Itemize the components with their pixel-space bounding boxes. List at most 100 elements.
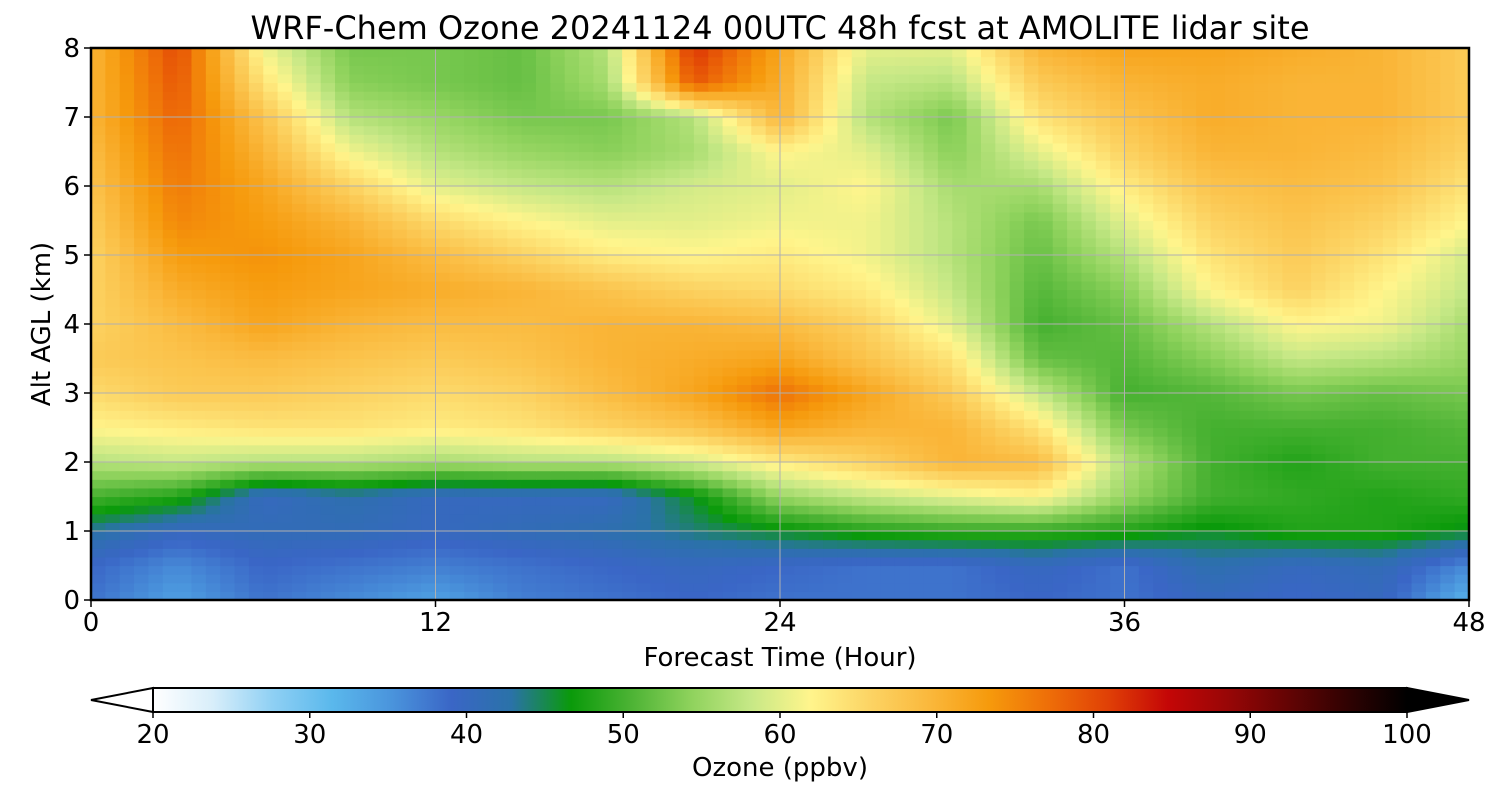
- heatmap-cell: [794, 229, 810, 239]
- heatmap-cell: [937, 513, 953, 523]
- heatmap-cell: [378, 522, 394, 532]
- heatmap-cell: [1181, 186, 1197, 196]
- heatmap-cell: [1282, 556, 1298, 567]
- heatmap-cell: [966, 479, 982, 489]
- heatmap-cell: [1095, 479, 1111, 489]
- heatmap-cell: [464, 574, 480, 584]
- heatmap-cell: [1268, 358, 1283, 368]
- heatmap-cell: [909, 574, 925, 584]
- heatmap-cell: [579, 358, 594, 368]
- heatmap-cell: [1138, 220, 1154, 230]
- heatmap-cell: [1067, 367, 1083, 377]
- heatmap-cell: [464, 289, 480, 299]
- heatmap-cell: [378, 418, 394, 429]
- heatmap-cell: [263, 418, 279, 429]
- heatmap-cell: [449, 582, 465, 592]
- heatmap-cell: [1138, 427, 1154, 437]
- heatmap-cell: [1024, 298, 1039, 308]
- heatmap-cell: [923, 410, 939, 420]
- heatmap-cell: [650, 349, 666, 360]
- heatmap-cell: [851, 401, 867, 411]
- heatmap-cell: [119, 349, 135, 360]
- heatmap-cell: [1081, 531, 1097, 541]
- heatmap-cell: [1425, 401, 1441, 411]
- heatmap-cell: [1296, 427, 1312, 437]
- heatmap-cell: [1239, 436, 1255, 446]
- heatmap-cell: [234, 401, 250, 411]
- heatmap-cell: [148, 263, 164, 273]
- heatmap-cell: [808, 496, 824, 506]
- heatmap-cell: [1382, 548, 1398, 558]
- heatmap-cell: [91, 160, 106, 170]
- heatmap-cell: [1282, 151, 1298, 161]
- heatmap-cell: [263, 220, 279, 230]
- heatmap-cell: [794, 436, 810, 446]
- heatmap-cell: [1024, 444, 1039, 454]
- heatmap-cell: [1181, 315, 1197, 325]
- heatmap-cell: [636, 203, 652, 213]
- heatmap-cell: [1454, 505, 1469, 515]
- heatmap-cell: [464, 548, 480, 558]
- heatmap-cell: [665, 418, 681, 429]
- heatmap-cell: [780, 211, 795, 222]
- heatmap-cell: [1210, 401, 1226, 411]
- heatmap-cell: [736, 522, 752, 532]
- heatmap-cell: [1181, 444, 1197, 454]
- heatmap-cell: [1354, 168, 1370, 178]
- heatmap-cell: [980, 349, 996, 360]
- heatmap-cell: [1354, 539, 1370, 549]
- heatmap-cell: [1339, 522, 1355, 532]
- heatmap-cell: [1052, 582, 1068, 592]
- heatmap-cell: [1253, 522, 1269, 532]
- heatmap-cell: [435, 462, 451, 472]
- heatmap-cell: [937, 436, 953, 446]
- heatmap-cell: [507, 160, 523, 170]
- heatmap-cell: [1397, 324, 1413, 334]
- heatmap-cell: [866, 591, 882, 600]
- heatmap-cell: [1138, 384, 1154, 394]
- heatmap-cell: [1067, 306, 1083, 316]
- heatmap-cell: [248, 229, 264, 239]
- heatmap-cell: [1311, 272, 1327, 282]
- heatmap-cell: [248, 332, 264, 342]
- heatmap-cell: [464, 487, 480, 498]
- heatmap-cell: [521, 186, 537, 196]
- heatmap-cell: [1454, 513, 1469, 523]
- heatmap-cell: [1339, 531, 1355, 541]
- heatmap-cell: [894, 298, 910, 308]
- heatmap-cell: [564, 444, 580, 454]
- heatmap-cell: [579, 367, 594, 377]
- heatmap-cell: [521, 591, 537, 600]
- heatmap-cell: [148, 358, 164, 368]
- heatmap-cell: [780, 479, 795, 489]
- heatmap-cell: [1282, 211, 1298, 222]
- heatmap-cell: [1138, 194, 1154, 204]
- heatmap-cell: [492, 194, 508, 204]
- heatmap-cell: [1124, 393, 1140, 403]
- heatmap-cell: [1024, 289, 1039, 299]
- heatmap-cell: [823, 186, 839, 196]
- heatmap-cell: [378, 410, 394, 420]
- heatmap-cell: [1325, 306, 1341, 316]
- heatmap-cell: [507, 272, 523, 282]
- heatmap-cell: [277, 513, 293, 523]
- heatmap-cell: [234, 462, 250, 472]
- heatmap-cell: [1440, 410, 1456, 420]
- heatmap-cell: [693, 272, 709, 282]
- heatmap-cell: [378, 479, 394, 489]
- heatmap-cell: [363, 186, 379, 196]
- heatmap-cell: [349, 418, 365, 429]
- heatmap-cell: [306, 280, 322, 291]
- heatmap-cell: [134, 462, 150, 472]
- heatmap-cell: [679, 384, 695, 394]
- heatmap-cell: [693, 341, 709, 351]
- heatmap-cell: [1067, 410, 1083, 420]
- heatmap-cell: [1296, 306, 1312, 316]
- heatmap-cell: [1052, 324, 1068, 334]
- heatmap-cell: [880, 393, 896, 403]
- heatmap-cell: [765, 263, 781, 273]
- heatmap-cell: [478, 453, 494, 463]
- heatmap-cell: [1311, 539, 1327, 549]
- heatmap-cell: [1454, 237, 1469, 247]
